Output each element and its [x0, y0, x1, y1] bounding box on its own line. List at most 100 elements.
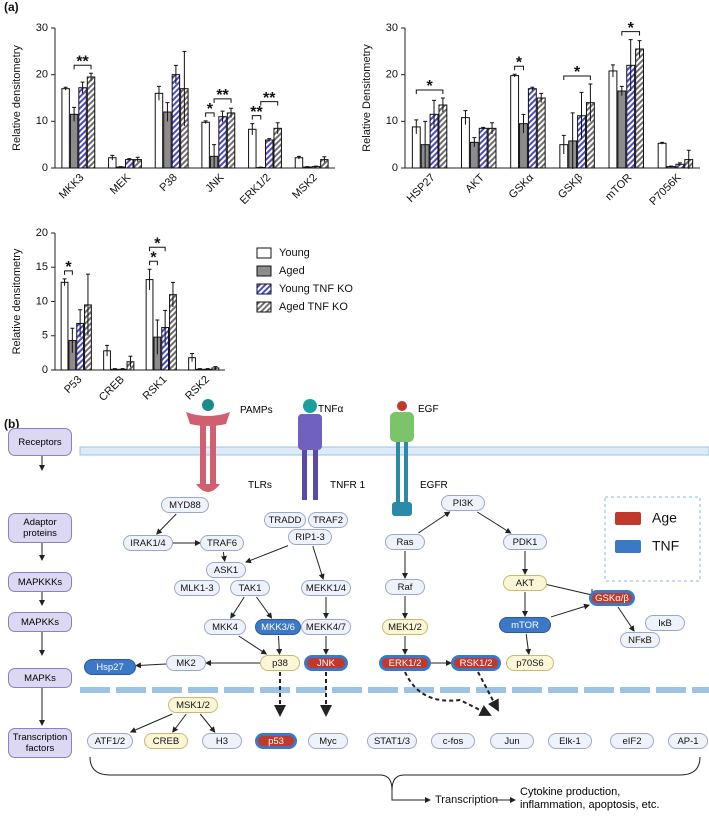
error-bar	[275, 122, 280, 134]
bar	[510, 75, 520, 169]
significance-label: **	[216, 87, 229, 104]
significance-label: *	[65, 259, 72, 276]
error-bar	[481, 126, 486, 130]
x-tick-label: MEK	[108, 171, 134, 197]
significance-bracket	[149, 246, 166, 252]
error-bar	[63, 86, 68, 91]
bar	[265, 139, 274, 169]
error-bar	[127, 158, 132, 161]
level-box: Adaptor proteins	[8, 513, 72, 543]
significance-bracket	[64, 270, 73, 275]
pathway-node: MYD88	[161, 497, 209, 513]
pathway-node: MEK1/2	[382, 619, 428, 635]
error-bar	[128, 355, 133, 368]
y-tick-label: 20	[36, 227, 48, 239]
error-bar	[414, 119, 419, 134]
error-bar	[432, 99, 437, 129]
bar	[461, 117, 470, 169]
error-bar	[512, 73, 517, 77]
significance-label: *	[426, 78, 433, 95]
x-tick-label: P53	[62, 374, 84, 396]
pathway-node: ATF1/2	[87, 733, 133, 749]
legend-swatch	[256, 265, 272, 277]
error-bar	[637, 40, 642, 58]
bar	[125, 159, 134, 169]
significance-label: *	[150, 250, 157, 267]
panel-label: (a)	[4, 0, 19, 14]
bar	[145, 279, 154, 371]
level-box: MAPKs	[8, 668, 72, 688]
receptor-label: PAMPs	[240, 405, 273, 416]
error-bar	[156, 85, 161, 101]
y-tick-label: 20	[36, 69, 48, 81]
receptor-egfr	[390, 401, 414, 516]
edge	[525, 633, 532, 655]
error-bar	[530, 86, 535, 91]
pathway-node: TRAF6	[200, 535, 244, 551]
error-bar	[72, 106, 77, 122]
pathway-node: Ras	[385, 534, 425, 550]
outcome-text: Cytokine production, inflammation, apopt…	[520, 786, 660, 811]
connectors	[39, 456, 701, 803]
bar	[226, 112, 236, 169]
bar	[248, 128, 257, 169]
receptor-tnfr	[298, 399, 322, 500]
edge	[135, 662, 167, 669]
edge	[617, 606, 635, 632]
pathway-node: AKT	[503, 575, 547, 591]
error-bar	[220, 110, 225, 123]
error-bar	[112, 368, 117, 370]
x-tick-label: AKT	[463, 172, 487, 196]
y-tick-label: 0	[42, 364, 48, 376]
legend-swatch	[615, 512, 641, 525]
error-bar	[267, 138, 272, 142]
pathway-node: eIF2	[610, 733, 654, 749]
edge	[199, 713, 216, 733]
error-bar	[322, 156, 327, 163]
receptor-tlr	[186, 399, 230, 492]
y-tick-label: 0	[42, 162, 48, 174]
edge	[129, 713, 173, 733]
y-tick-label: 10	[386, 115, 398, 127]
x-tick-label: mTOR	[603, 172, 634, 203]
error-bar	[212, 144, 217, 168]
legend-swatch	[256, 247, 272, 259]
pathway-node: PDK1	[503, 534, 547, 550]
error-bar	[170, 281, 175, 307]
edge	[550, 603, 590, 618]
x-tick-label: MSK2	[290, 172, 320, 202]
significance-label: **	[263, 90, 276, 107]
significance-label: *	[574, 64, 581, 81]
legend-label: Age	[652, 510, 677, 526]
y-tick-label: 30	[386, 22, 398, 34]
bar	[294, 157, 304, 169]
edge	[256, 596, 273, 619]
error-bar	[660, 141, 665, 145]
x-tick-label: CREB	[97, 374, 127, 404]
error-bar	[258, 166, 263, 168]
error-bar	[147, 268, 152, 290]
pathway-node: MKK3/6	[255, 619, 301, 635]
error-bar	[105, 344, 110, 357]
significance-label: *	[628, 20, 635, 37]
x-tick-label: GSKβ	[556, 172, 585, 201]
legend-label: TNF	[652, 538, 679, 554]
edge	[245, 545, 289, 564]
pathway-node: Raf	[385, 579, 425, 595]
bar	[438, 104, 448, 169]
x-tick-label: JNK	[203, 171, 227, 195]
legend-label: Young TNF KO	[279, 283, 353, 295]
pathway-node: IRAK1/4	[123, 535, 173, 551]
error-bar	[313, 165, 318, 168]
y-tick-label: 5	[42, 330, 48, 342]
y-axis-label: Relative Densitometry	[361, 44, 373, 152]
error-bar	[250, 123, 255, 135]
receptor-label: EGF	[418, 404, 439, 415]
pathway-node: MK2	[166, 655, 206, 671]
receptor-label: TNFα	[318, 404, 344, 415]
pathway-node: Hsp27	[84, 659, 136, 675]
edge	[220, 551, 227, 562]
error-bar	[85, 273, 90, 336]
significance-label: *	[207, 101, 214, 118]
